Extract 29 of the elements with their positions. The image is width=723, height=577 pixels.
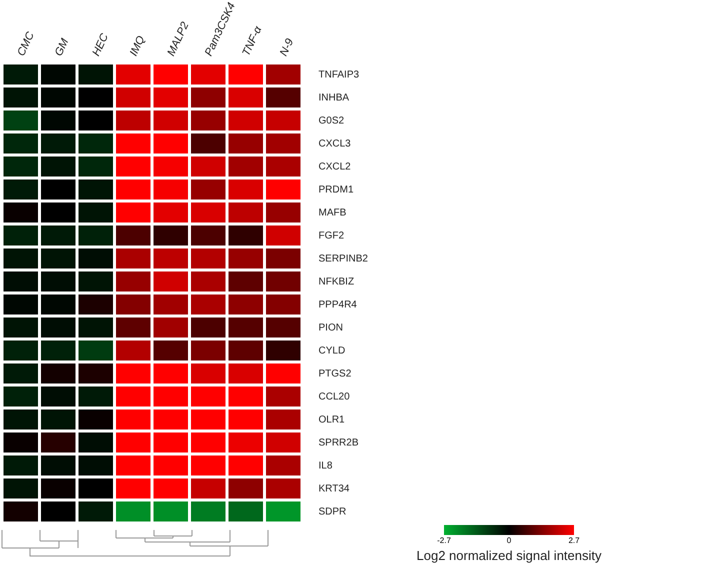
- y-tick-label: SPRR2B: [318, 438, 359, 448]
- x-tick-label: IMQ: [128, 34, 148, 58]
- color-bar-title: Log2 normalized signal intensity: [416, 548, 602, 563]
- y-tick-label: IL8: [318, 460, 333, 472]
- y-tick-label: KRT34: [318, 484, 350, 494]
- color-bar-label: -2.7: [437, 536, 452, 545]
- y-tick-label: PRDM1: [318, 184, 354, 196]
- y-tick-label: CCL20: [318, 392, 350, 402]
- y-tick-label: NFKBIZ: [318, 276, 354, 288]
- y-tick-label: SDPR: [318, 506, 346, 518]
- x-tick-label: HEC: [90, 32, 112, 58]
- x-tick-label: GM: [52, 36, 72, 58]
- y-tick-label: G0S2: [318, 116, 345, 126]
- y-tick-label: SERPINB2: [318, 254, 368, 264]
- y-tick-label: PION: [318, 322, 343, 334]
- y-tick-label: MAFB: [318, 208, 347, 218]
- x-tick-label: CMC: [15, 30, 37, 58]
- y-tick-label: PTGS2: [318, 368, 352, 380]
- y-tick-label: TNFAIP3: [318, 70, 360, 80]
- y-tick-label: CXCL3: [318, 138, 352, 150]
- y-tick-label: CXCL2: [318, 162, 352, 172]
- y-tick-label: CYLD: [318, 346, 346, 356]
- y-tick-label: INHBA: [318, 92, 350, 104]
- y-tick-label: FGF2: [318, 230, 344, 242]
- y-tick-label: OLR1: [318, 414, 346, 426]
- color-bar-label: 2.7: [568, 536, 580, 545]
- x-tick-label: N-9: [278, 36, 296, 58]
- y-tick-label: PPP4R4: [318, 300, 358, 310]
- color-bar-label: 0: [506, 536, 512, 545]
